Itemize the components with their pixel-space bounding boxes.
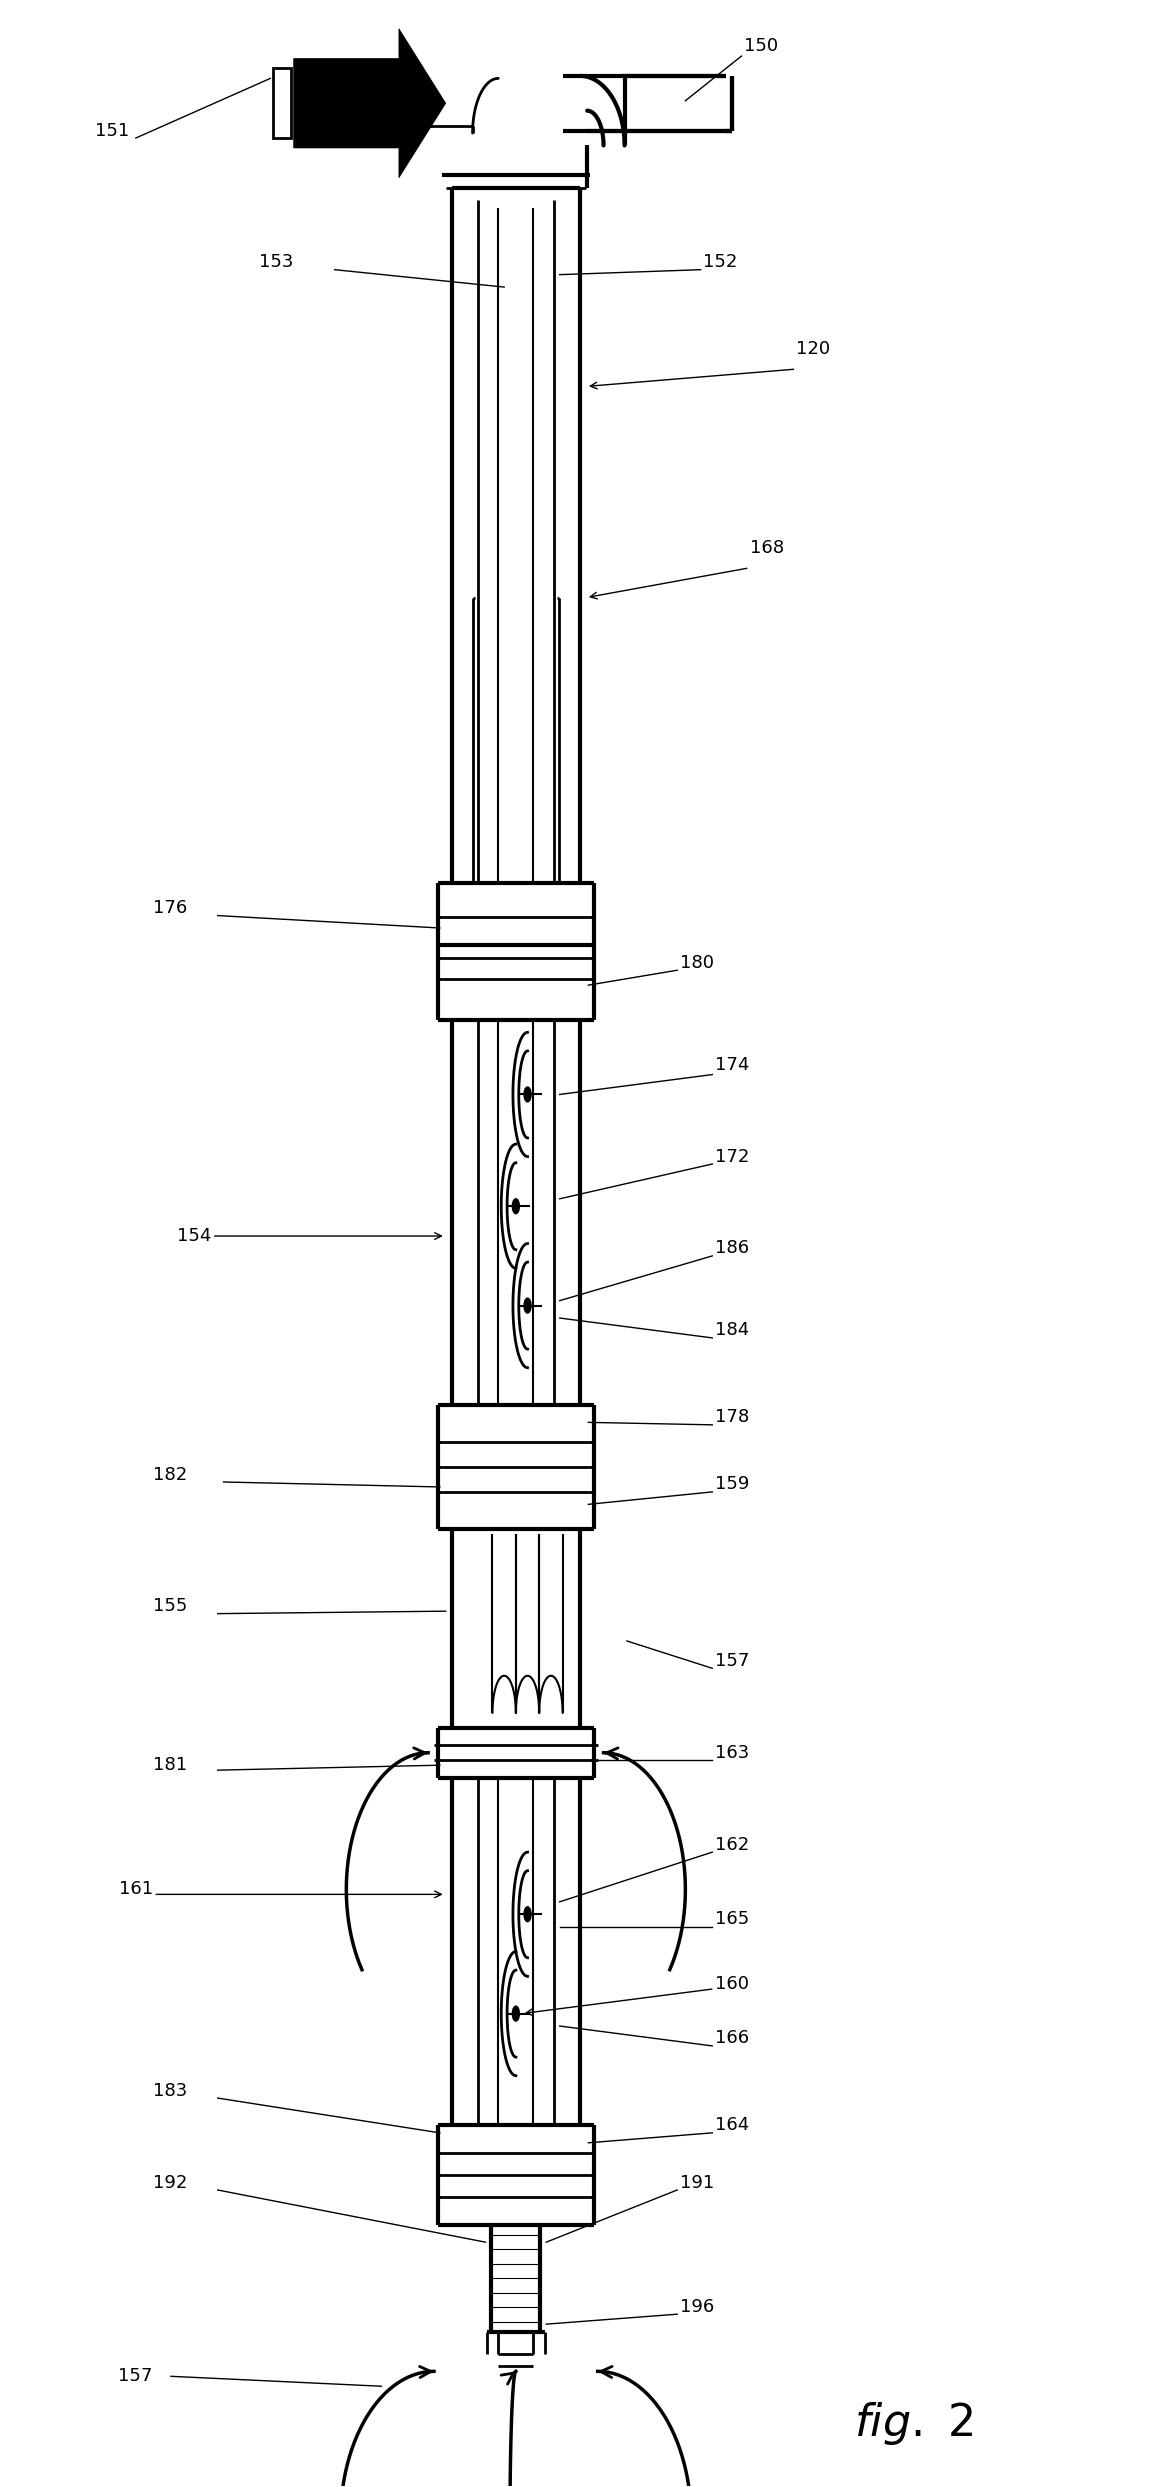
Text: 191: 191 bbox=[680, 2174, 714, 2191]
Text: 178: 178 bbox=[715, 1408, 749, 1428]
Circle shape bbox=[524, 1908, 531, 1922]
Text: 154: 154 bbox=[177, 1226, 212, 1246]
Text: 174: 174 bbox=[715, 1054, 749, 1074]
Text: 162: 162 bbox=[715, 1835, 749, 1853]
Text: 159: 159 bbox=[715, 1475, 749, 1495]
Circle shape bbox=[512, 1199, 519, 1214]
Text: 186: 186 bbox=[715, 1239, 749, 1258]
Text: 180: 180 bbox=[680, 955, 714, 972]
Polygon shape bbox=[294, 30, 445, 177]
Text: 161: 161 bbox=[120, 1880, 154, 1898]
Text: 181: 181 bbox=[154, 1756, 188, 1773]
Text: 165: 165 bbox=[715, 1910, 749, 1927]
Text: $\mathit{fig.}\ \mathit{2}$: $\mathit{fig.}\ \mathit{2}$ bbox=[853, 2400, 973, 2447]
Text: 163: 163 bbox=[715, 1743, 749, 1761]
Text: 160: 160 bbox=[715, 1975, 749, 1992]
Text: 152: 152 bbox=[703, 254, 737, 271]
Circle shape bbox=[524, 1087, 531, 1102]
Circle shape bbox=[512, 2007, 519, 2022]
Text: 183: 183 bbox=[154, 2082, 188, 2099]
Text: 166: 166 bbox=[715, 2029, 749, 2047]
Text: 182: 182 bbox=[154, 1465, 188, 1485]
Text: 164: 164 bbox=[715, 2116, 749, 2134]
Text: 151: 151 bbox=[95, 122, 129, 139]
Text: 184: 184 bbox=[715, 1321, 749, 1340]
Text: 120: 120 bbox=[797, 341, 831, 358]
Text: 176: 176 bbox=[154, 900, 188, 918]
Text: 157: 157 bbox=[118, 2368, 152, 2385]
Text: 168: 168 bbox=[750, 540, 784, 557]
Circle shape bbox=[524, 1298, 531, 1313]
Text: 150: 150 bbox=[744, 37, 778, 55]
Text: 153: 153 bbox=[259, 254, 293, 271]
Text: 155: 155 bbox=[154, 1597, 188, 1614]
Bar bbox=[273, 70, 292, 137]
Text: 196: 196 bbox=[680, 2298, 714, 2315]
Text: 172: 172 bbox=[715, 1147, 749, 1166]
Text: 157: 157 bbox=[715, 1651, 749, 1669]
Text: 192: 192 bbox=[154, 2174, 188, 2191]
